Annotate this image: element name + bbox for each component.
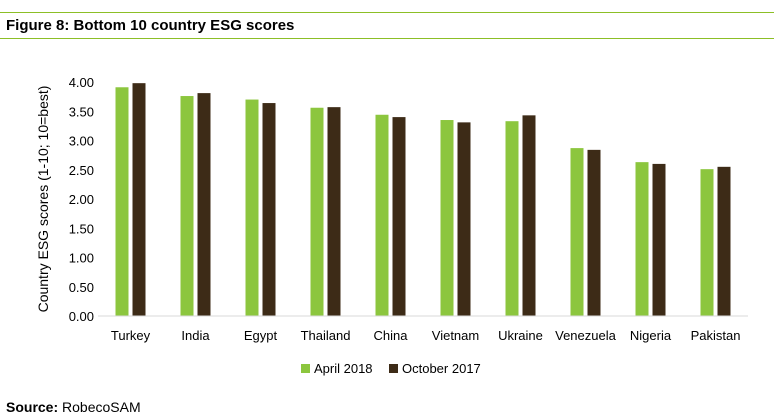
legend: April 2018 October 2017 xyxy=(301,361,481,376)
y-tick-label: 2.50 xyxy=(69,163,94,178)
x-tick-label: Nigeria xyxy=(630,328,672,343)
bar-april-2018-vietnam xyxy=(440,120,454,317)
top-rule xyxy=(0,12,774,13)
x-tick-label: Egypt xyxy=(244,328,278,343)
x-tick-label: Vietnam xyxy=(432,328,479,343)
source-line: Source: RobecoSAM xyxy=(6,398,141,416)
y-tick-label: 3.00 xyxy=(69,134,94,149)
legend-swatch xyxy=(389,364,398,373)
bar-april-2018-turkey xyxy=(115,87,129,316)
bar-october-2017-venezuela xyxy=(587,149,601,316)
figure-title: Figure 8: Bottom 10 country ESG scores xyxy=(6,17,295,34)
bar-october-2017-vietnam xyxy=(457,122,471,317)
x-axis-ticks: Turkey India Egypt Thailand China Vietnam Ukra… xyxy=(111,328,741,343)
bar-october-2017-india xyxy=(197,93,211,316)
x-tick-label: Ukraine xyxy=(498,328,543,343)
source-label: Source: xyxy=(6,399,59,415)
bar-october-2017-egypt xyxy=(262,103,276,316)
title-rule xyxy=(0,38,774,39)
bar-october-2017-turkey xyxy=(132,83,146,316)
bars xyxy=(115,83,731,317)
bar-chart: Country ESG scores (1-10; 10=best) 0.000… xyxy=(35,75,748,376)
x-tick-label: China xyxy=(374,328,409,343)
bar-october-2017-thailand xyxy=(327,107,341,316)
x-tick-label: Pakistan xyxy=(691,328,741,343)
legend-swatch xyxy=(301,364,310,373)
bar-october-2017-china xyxy=(392,117,406,316)
y-tick-label: 4.00 xyxy=(69,75,94,90)
x-tick-label: Venezuela xyxy=(555,328,616,343)
bar-april-2018-egypt xyxy=(245,99,259,316)
legend-label: April 2018 xyxy=(314,361,373,376)
y-tick-label: 1.00 xyxy=(69,251,94,266)
y-tick-label: 0.00 xyxy=(69,309,94,324)
bar-april-2018-ukraine xyxy=(505,121,519,316)
bar-october-2017-ukraine xyxy=(522,115,536,316)
bar-october-2017-pakistan xyxy=(717,166,731,316)
bar-april-2018-india xyxy=(180,96,194,316)
y-axis-label: Country ESG scores (1-10; 10=best) xyxy=(35,86,51,313)
x-tick-label: India xyxy=(181,328,210,343)
y-tick-label: 3.50 xyxy=(69,104,94,119)
bar-april-2018-nigeria xyxy=(635,162,649,316)
y-tick-label: 1.50 xyxy=(69,221,94,236)
x-tick-label: Turkey xyxy=(111,328,151,343)
chart-container: Country ESG scores (1-10; 10=best) 0.00 0… xyxy=(0,40,774,390)
bar-april-2018-pakistan xyxy=(700,169,714,316)
legend-label: October 2017 xyxy=(402,361,481,376)
bar-october-2017-nigeria xyxy=(652,163,666,316)
bar-april-2018-china xyxy=(375,114,389,316)
x-tick-label: Thailand xyxy=(301,328,351,343)
bar-april-2018-thailand xyxy=(310,107,324,317)
y-axis-ticks: 0.00 0.50 1.00 1.50 2.00 2.50 3.00 3.50 4.00 xyxy=(69,75,94,324)
source-value: RobecoSAM xyxy=(62,399,141,415)
y-tick-label: 2.00 xyxy=(69,192,94,207)
y-tick-label: 0.50 xyxy=(69,280,94,295)
bar-april-2018-venezuela xyxy=(570,148,584,316)
